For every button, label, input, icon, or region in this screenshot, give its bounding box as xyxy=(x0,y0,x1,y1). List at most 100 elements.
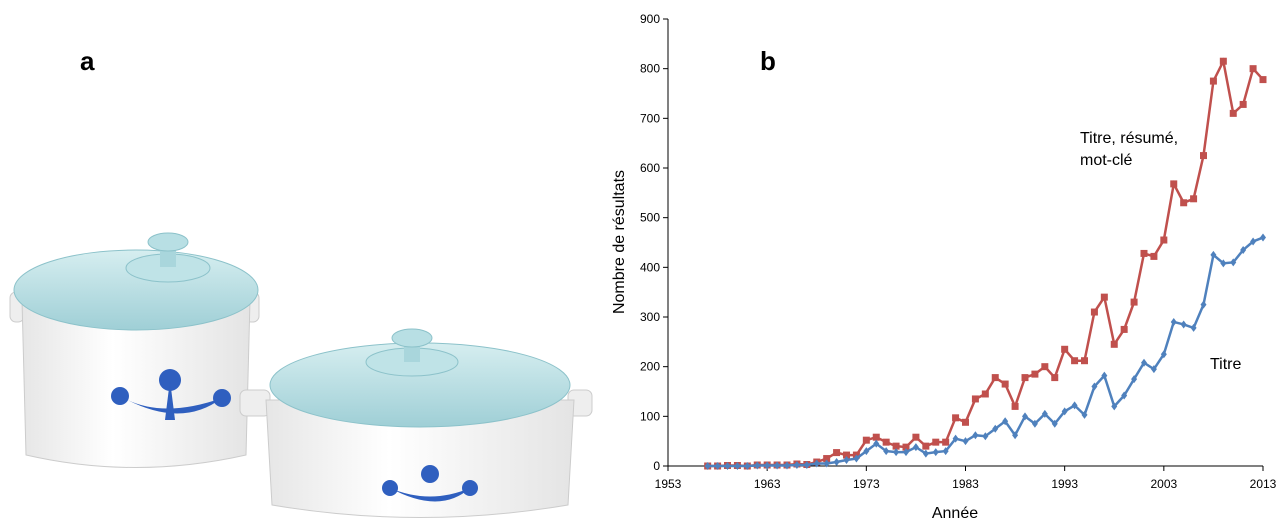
marker xyxy=(1091,382,1098,391)
marker xyxy=(981,390,989,398)
marker xyxy=(1012,431,1019,440)
marker xyxy=(952,434,959,443)
marker xyxy=(714,462,721,470)
marker xyxy=(853,454,860,463)
y-tick-label: 0 xyxy=(653,459,660,473)
marker xyxy=(972,431,979,440)
marker xyxy=(1160,236,1168,244)
marker xyxy=(1081,410,1088,419)
marker xyxy=(823,459,830,468)
marker xyxy=(1239,100,1247,108)
x-tick-label: 2003 xyxy=(1150,477,1177,491)
marker xyxy=(843,451,850,459)
marker xyxy=(932,438,940,446)
y-axis-title: Nombre de résultats xyxy=(611,170,628,314)
marker xyxy=(1250,237,1257,246)
marker xyxy=(1210,250,1217,259)
marker xyxy=(1140,249,1148,257)
marker xyxy=(942,447,949,456)
marker xyxy=(704,462,711,470)
y-tick-label: 900 xyxy=(640,12,660,26)
marker xyxy=(1031,370,1039,378)
marker xyxy=(971,395,979,403)
marker xyxy=(1190,195,1198,203)
x-tick-label: 1983 xyxy=(952,477,979,491)
marker xyxy=(843,456,850,465)
marker xyxy=(1220,259,1227,268)
marker xyxy=(1150,252,1158,260)
marker xyxy=(813,459,820,468)
marker xyxy=(1120,325,1128,333)
marker xyxy=(912,443,919,452)
marker xyxy=(1100,293,1108,301)
marker xyxy=(1121,391,1128,400)
x-tick-label: 1973 xyxy=(853,477,880,491)
marker xyxy=(893,448,900,457)
marker xyxy=(754,461,761,470)
marker xyxy=(872,433,880,441)
y-tick-label: 500 xyxy=(640,211,660,225)
marker xyxy=(1141,358,1147,367)
panel-label: b xyxy=(760,46,776,76)
marker xyxy=(991,374,999,382)
marker xyxy=(1031,419,1038,428)
marker xyxy=(1160,350,1167,359)
marker xyxy=(823,455,831,463)
y-tick-label: 100 xyxy=(640,409,660,423)
marker xyxy=(952,414,960,422)
marker xyxy=(1229,109,1237,117)
marker xyxy=(1081,357,1088,365)
marker xyxy=(1011,402,1019,410)
marker xyxy=(992,424,999,433)
marker xyxy=(902,443,910,451)
marker xyxy=(922,449,929,458)
marker xyxy=(912,433,920,441)
marker xyxy=(863,447,870,456)
x-tick-label: 1963 xyxy=(754,477,781,491)
y-tick-label: 400 xyxy=(640,260,660,274)
marker xyxy=(1090,308,1098,316)
marker xyxy=(1260,233,1266,242)
y-tick-label: 600 xyxy=(640,161,660,175)
marker xyxy=(883,447,890,456)
marker xyxy=(942,438,950,446)
marker xyxy=(1071,401,1078,410)
marker xyxy=(734,462,741,470)
marker xyxy=(1051,419,1058,428)
marker xyxy=(774,461,781,470)
marker xyxy=(1180,320,1187,329)
marker xyxy=(744,462,751,470)
marker xyxy=(1209,77,1217,85)
y-tick-label: 300 xyxy=(640,310,660,324)
marker xyxy=(724,462,731,470)
marker xyxy=(962,437,969,446)
marker xyxy=(892,442,900,450)
marker xyxy=(1170,317,1177,326)
marker xyxy=(803,461,810,470)
marker xyxy=(1051,374,1059,382)
marker xyxy=(1230,258,1237,267)
marker xyxy=(1111,402,1118,411)
y-tick-label: 800 xyxy=(640,62,660,76)
y-tick-label: 700 xyxy=(640,111,660,125)
x-tick-label: 1993 xyxy=(1051,477,1078,491)
marker xyxy=(903,448,909,457)
marker xyxy=(922,442,930,450)
x-tick-label: 2013 xyxy=(1250,477,1277,491)
series-label: Titre xyxy=(1210,356,1242,373)
marker xyxy=(1180,199,1188,207)
marker xyxy=(1150,365,1157,374)
marker xyxy=(1110,340,1118,348)
marker xyxy=(982,432,989,441)
series-label: Titre, résumé, mot-clé xyxy=(1080,130,1179,169)
marker xyxy=(793,461,800,470)
marker xyxy=(833,458,840,467)
marker xyxy=(764,461,771,470)
marker xyxy=(1131,375,1138,384)
marker xyxy=(1022,412,1028,421)
marker xyxy=(1200,300,1207,309)
marker xyxy=(1249,65,1257,73)
x-axis-title: Année xyxy=(932,505,978,522)
